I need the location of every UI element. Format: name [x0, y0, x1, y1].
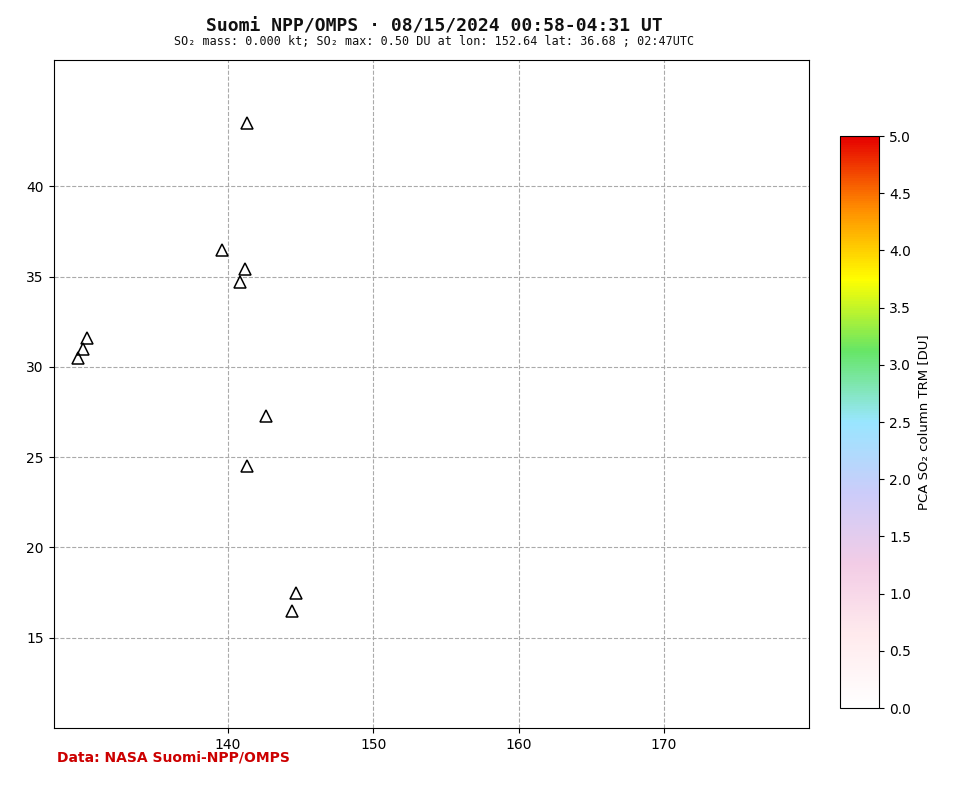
Text: SO₂ mass: 0.000 kt; SO₂ max: 0.50 DU at lon: 152.64 lat: 36.68 ; 02:47UTC: SO₂ mass: 0.000 kt; SO₂ max: 0.50 DU at …: [174, 35, 694, 48]
Text: Suomi NPP/OMPS · 08/15/2024 00:58-04:31 UT: Suomi NPP/OMPS · 08/15/2024 00:58-04:31 …: [206, 18, 662, 35]
Text: Data: NASA Suomi-NPP/OMPS: Data: NASA Suomi-NPP/OMPS: [57, 750, 290, 765]
Y-axis label: PCA SO₂ column TRM [DU]: PCA SO₂ column TRM [DU]: [916, 334, 930, 510]
